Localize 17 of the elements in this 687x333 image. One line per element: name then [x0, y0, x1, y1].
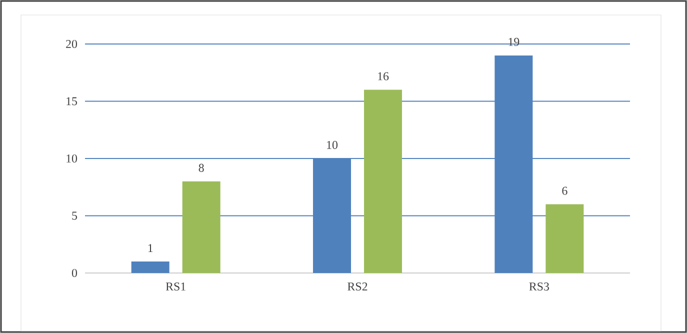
x-tick-label: RS1	[166, 282, 186, 291]
bar	[182, 181, 220, 273]
y-tick-label: 0	[72, 268, 78, 278]
data-label: 1	[148, 244, 153, 252]
x-tick-label: RS2	[348, 282, 368, 291]
bar	[546, 204, 584, 273]
bar	[364, 90, 402, 273]
data-label: 10	[327, 140, 338, 149]
data-label: 6	[562, 186, 568, 195]
y-tick-label: 5	[72, 212, 78, 220]
y-tick-label: 10	[66, 154, 78, 163]
y-tick-label: 15	[66, 97, 78, 106]
x-tick-label: RS3	[529, 282, 550, 291]
y-tick-label: 20	[66, 40, 78, 48]
data-label: 16	[378, 72, 389, 80]
bar	[131, 262, 170, 273]
data-label: 8	[198, 164, 204, 172]
